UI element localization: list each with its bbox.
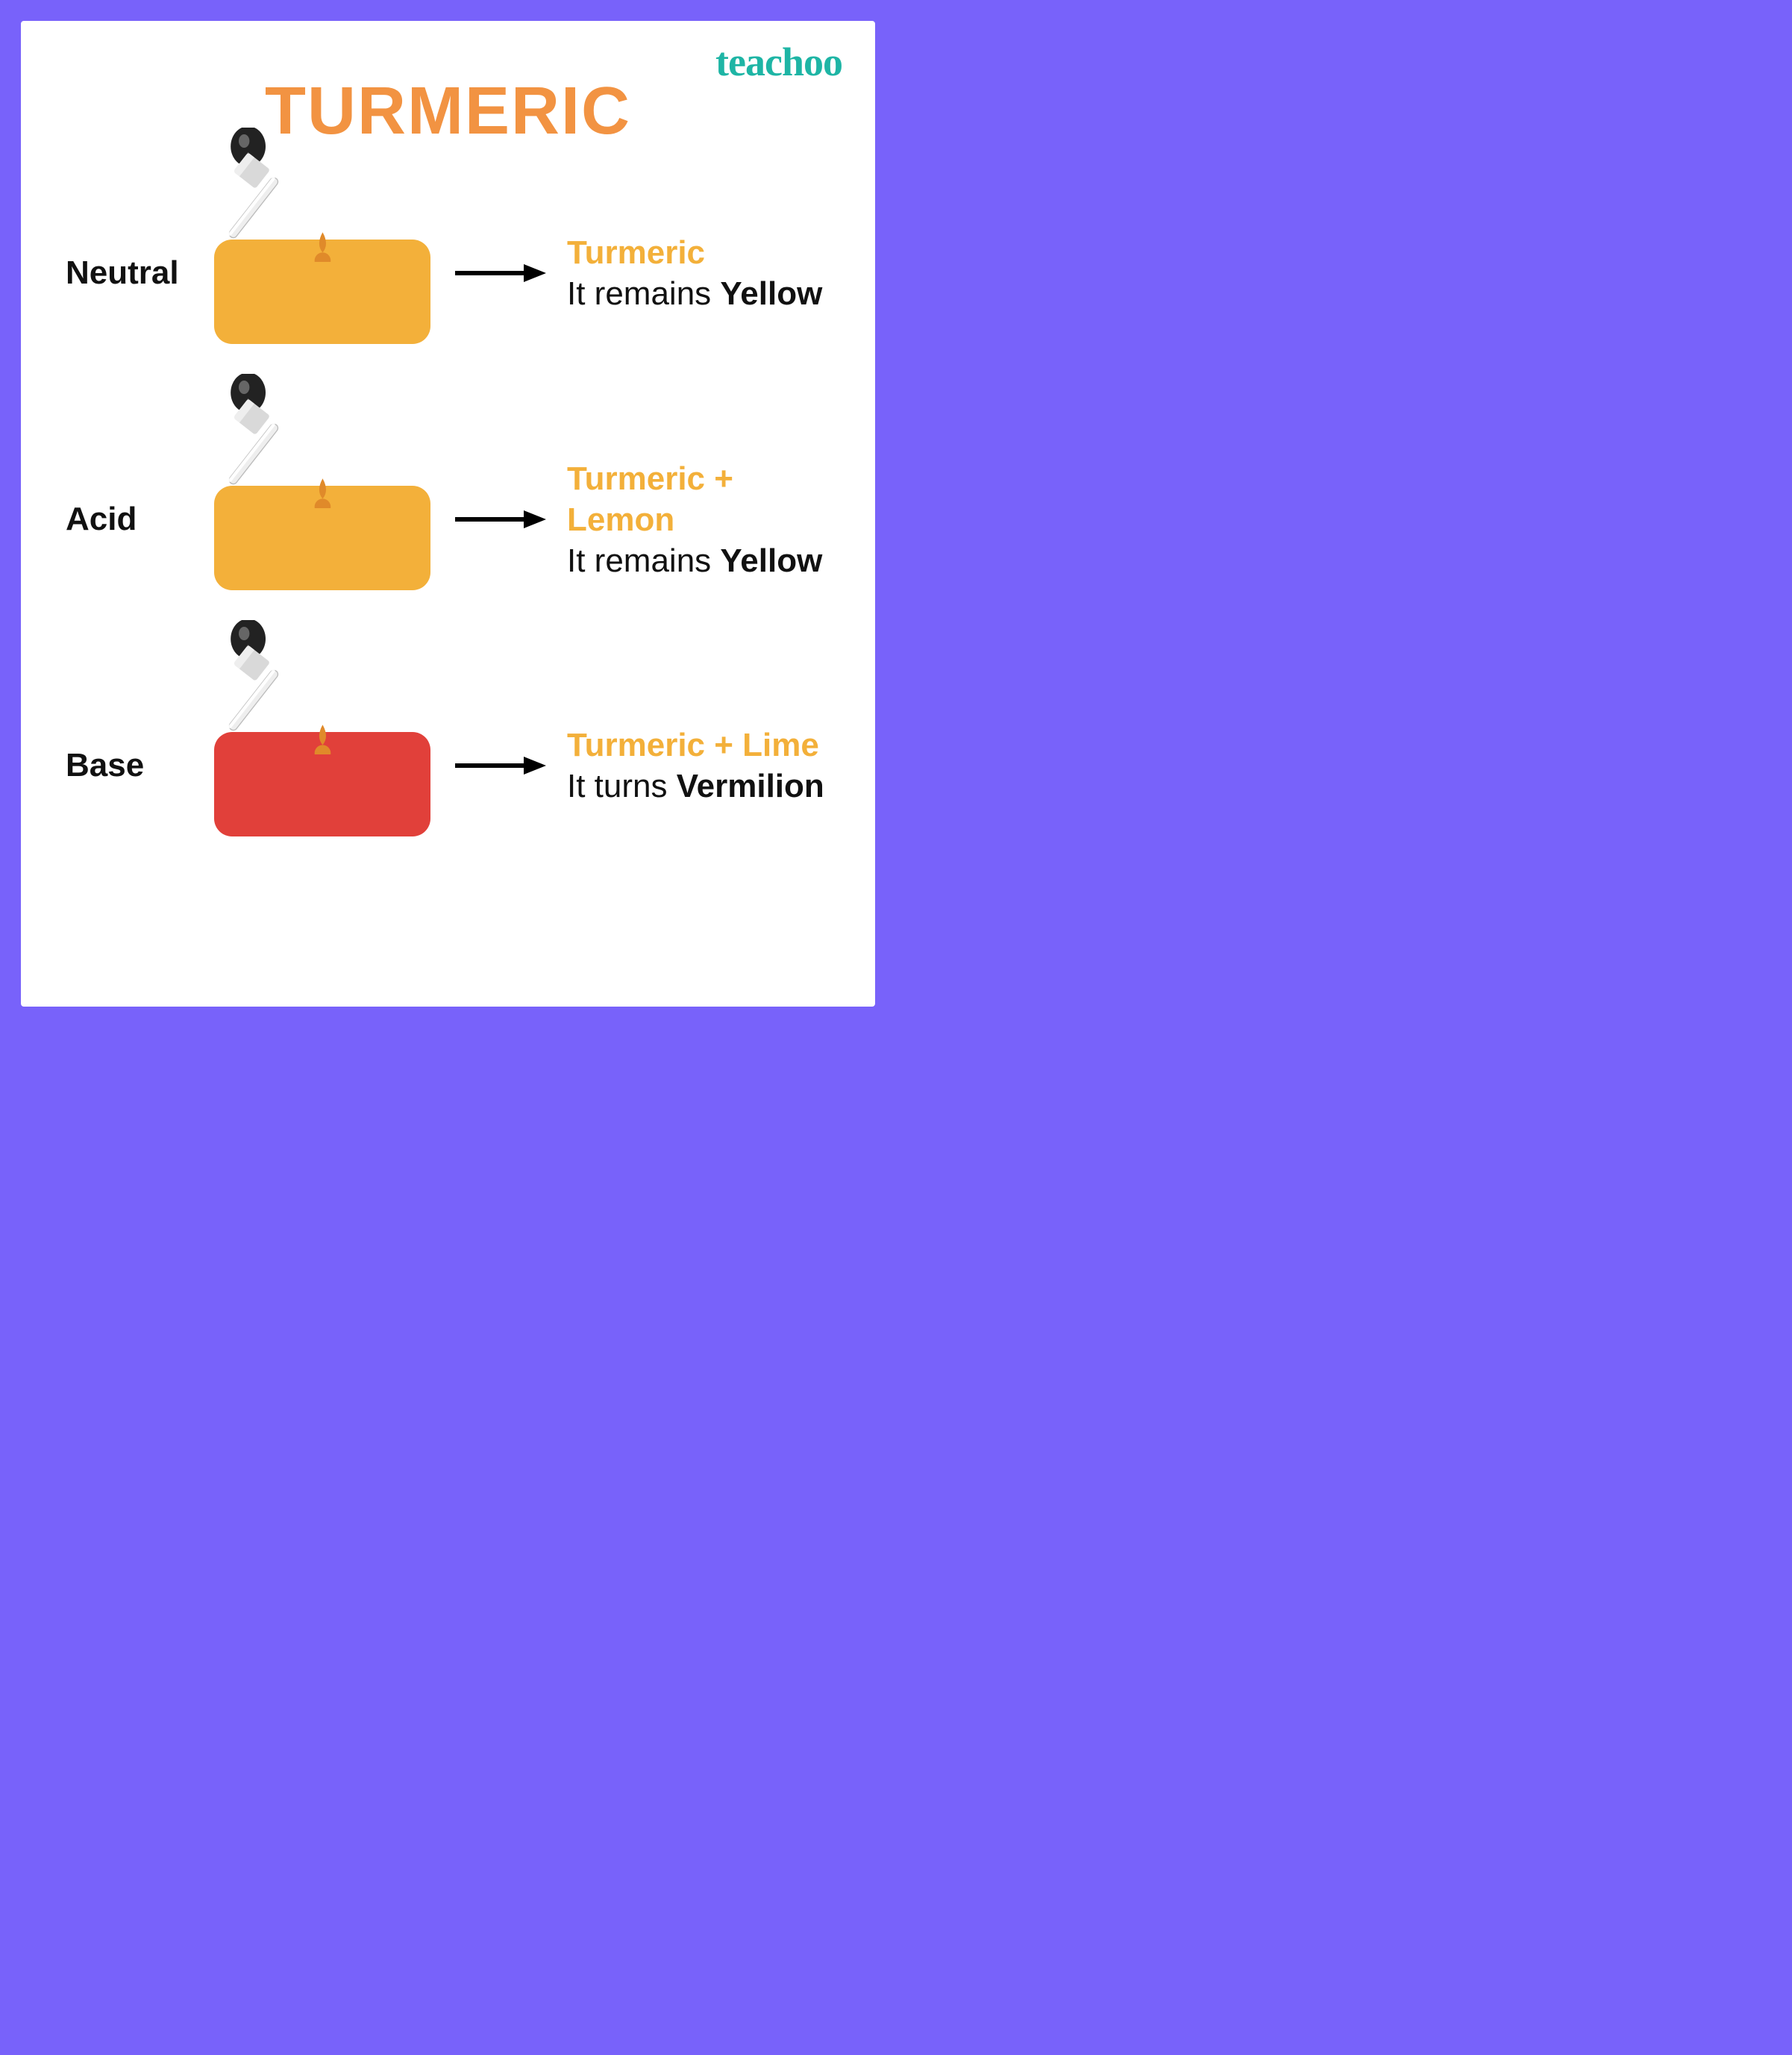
result-title: Turmeric + Lime <box>567 725 830 766</box>
result-desc-bold: Yellow <box>720 542 822 579</box>
swatch-with-dropper <box>210 695 434 836</box>
result-desc-prefix: It remains <box>567 542 720 579</box>
swatch-with-dropper <box>210 448 434 590</box>
arrow-icon <box>452 751 549 781</box>
arrow-icon <box>452 258 549 288</box>
result-desc: It turns Vermilion <box>567 766 830 807</box>
result-block: Turmeric + LimeIt turns Vermilion <box>567 725 830 807</box>
swatch-with-dropper <box>210 202 434 344</box>
rows-container: NeutralTurmericIt remains YellowAcidTurm… <box>66 202 830 836</box>
result-desc-bold: Vermilion <box>677 768 824 804</box>
result-block: TurmericIt remains Yellow <box>567 232 830 314</box>
indicator-row: Neutral TurmericIt remains Yellow <box>66 202 830 344</box>
result-desc-bold: Yellow <box>720 275 822 312</box>
result-desc: It remains Yellow <box>567 273 830 314</box>
result-desc: It remains Yellow <box>567 540 830 581</box>
row-label: Base <box>66 747 192 784</box>
indicator-row: Acid Turmeric + LemonIt remains Yellow <box>66 448 830 590</box>
result-desc-prefix: It turns <box>567 768 677 804</box>
result-title: Turmeric <box>567 232 830 273</box>
result-title: Turmeric + Lemon <box>567 458 830 540</box>
color-swatch <box>214 486 430 590</box>
row-label: Neutral <box>66 254 192 292</box>
row-label: Acid <box>66 501 192 538</box>
result-block: Turmeric + LemonIt remains Yellow <box>567 458 830 581</box>
result-desc-prefix: It remains <box>567 275 720 312</box>
brand-logo: teachoo <box>715 39 842 85</box>
indicator-row: Base Turmeric + LimeIt turns Vermilion <box>66 695 830 836</box>
color-swatch <box>214 240 430 344</box>
arrow-icon <box>452 504 549 534</box>
color-swatch <box>214 732 430 836</box>
infographic-card: teachoo TURMERIC NeutralTurmericIt remai… <box>21 21 875 1007</box>
